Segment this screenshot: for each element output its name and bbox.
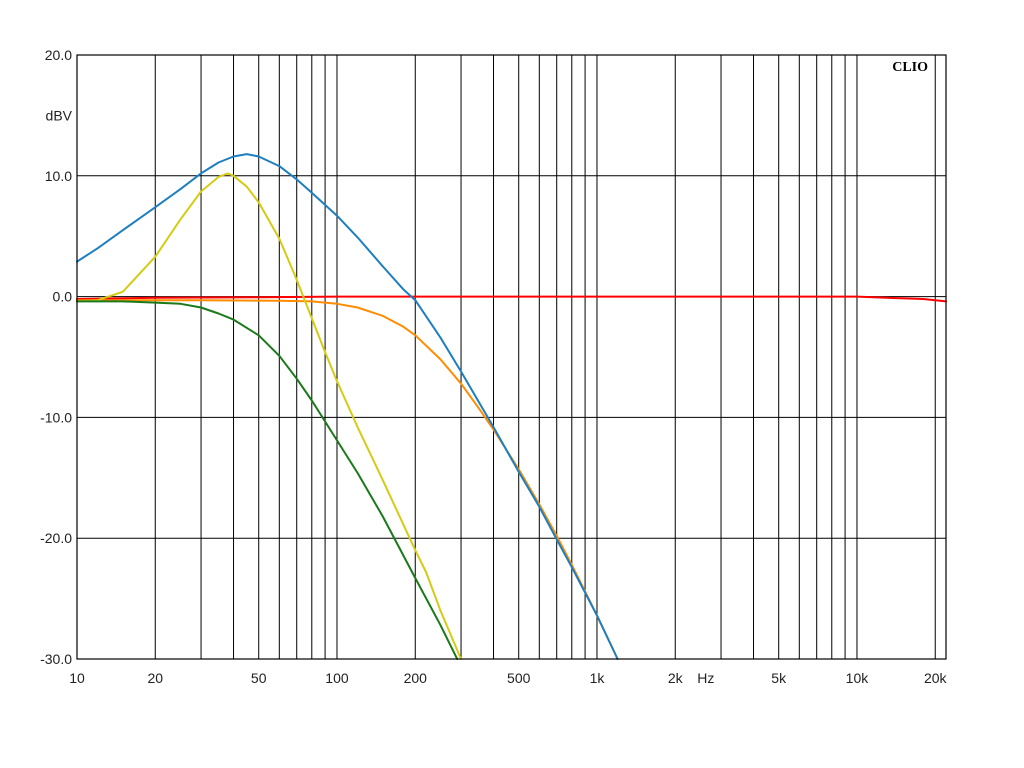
x-tick-label: 100 (325, 670, 349, 686)
y-tick-label: 20.0 (45, 47, 72, 63)
x-tick-label: 50 (251, 670, 267, 686)
x-axis-unit-label: Hz (697, 670, 714, 686)
plot-frame (76, 54, 947, 660)
y-tick-labels: 20.0 10.0 0.0 -10.0 -20.0 -30.0 (40, 47, 72, 667)
series-line-5 (76, 300, 459, 660)
x-tick-label: 500 (507, 670, 531, 686)
series-line-3 (76, 153, 619, 660)
x-tick-labels: 10 20 50 100 200 500 1k 2k 5k 10k 20k (69, 670, 947, 686)
y-tick-label: -10.0 (40, 409, 72, 425)
x-tick-label: 10k (846, 670, 870, 686)
series-line-2 (76, 299, 619, 660)
y-tick-label: 10.0 (45, 168, 72, 184)
clio-brand-label: CLIO (892, 60, 928, 75)
x-tick-label: 1k (590, 670, 606, 686)
x-tick-label: 2k (668, 670, 684, 686)
x-tick-label: 200 (404, 670, 428, 686)
grid (76, 54, 946, 660)
x-tick-label: 20 (147, 670, 163, 686)
x-tick-label: 10 (69, 670, 85, 686)
y-tick-label: -20.0 (40, 530, 72, 546)
x-tick-label: 5k (771, 670, 787, 686)
series-layer (76, 153, 947, 660)
y-axis-unit-label: dBV (46, 107, 73, 123)
y-tick-label: 0.0 (53, 289, 73, 305)
series-line-4 (76, 172, 462, 660)
y-tick-label: -30.0 (40, 651, 72, 667)
x-tick-label: 20k (924, 670, 948, 686)
series-line-1 (76, 295, 947, 303)
